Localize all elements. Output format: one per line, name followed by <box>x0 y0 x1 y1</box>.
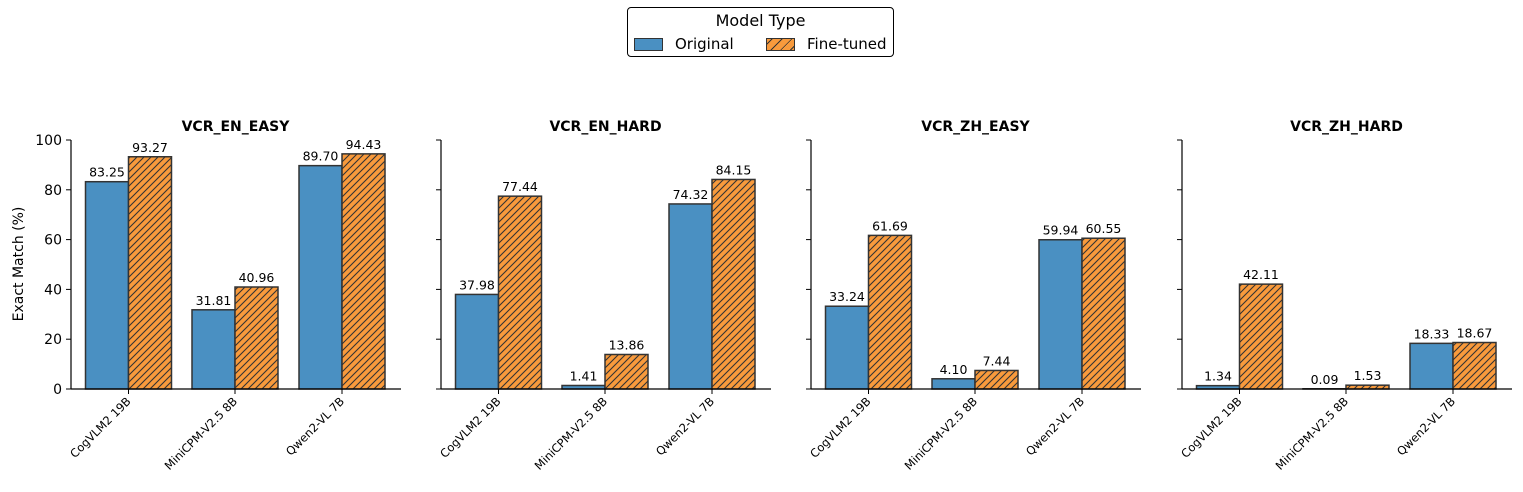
panel-4-label-finetuned-2: 1.53 <box>1354 368 1382 383</box>
legend-title: Model Type <box>715 11 806 30</box>
panel-3-bar-finetuned-3 <box>1081 237 1126 390</box>
panel-2-xtick-label-2: MiniCPM-V2.5 8B <box>532 394 611 473</box>
panel-1-bar-original-3 <box>298 164 343 390</box>
panel-1-bar-finetuned-3 <box>341 153 386 390</box>
panel-1-label-finetuned-3: 94.43 <box>346 137 382 152</box>
panel-3-bar-original-3 <box>1038 238 1083 390</box>
ytick-label-100: 100 <box>35 133 62 149</box>
panel-4-label-original-3: 18.33 <box>1414 326 1450 341</box>
panel-4-label-original-1: 1.34 <box>1204 369 1232 384</box>
panel-2-label-original-1: 37.98 <box>459 277 495 292</box>
panel-1-label-original-3: 89.70 <box>303 149 339 164</box>
panel-2-label-finetuned-3: 84.15 <box>716 162 752 177</box>
panel-4-bar-original-3 <box>1409 342 1454 390</box>
panel-4-title: VCR_ZH_HARD <box>1290 119 1403 135</box>
panel-4-bar-finetuned-3 <box>1452 341 1497 390</box>
panel-4-xtick-label-3: Qwen2-VL 7B <box>1394 394 1458 458</box>
panel-3-label-finetuned-1: 61.69 <box>872 218 908 233</box>
ytick-label-0: 0 <box>53 382 62 398</box>
panel-3-bar-finetuned-2 <box>974 369 1019 390</box>
panel-3-label-original-2: 4.10 <box>940 362 968 377</box>
panel-2-xtick-label-3: Qwen2-VL 7B <box>653 394 717 458</box>
panel-3-label-finetuned-2: 7.44 <box>983 353 1011 368</box>
y-axis-label: Exact Match (%) <box>11 207 27 322</box>
panel-3-bar-finetuned-1 <box>867 234 913 390</box>
panel-2-label-finetuned-1: 77.44 <box>502 179 538 194</box>
legend: Model Type Original Fine-tuned <box>627 7 894 57</box>
panel-3-label-finetuned-3: 60.55 <box>1086 221 1122 236</box>
ytick-label-40: 40 <box>44 282 62 298</box>
panel-3-label-original-1: 33.24 <box>829 289 865 304</box>
panel-1-xtick-label-2: MiniCPM-V2.5 8B <box>162 394 241 473</box>
panel-4-xtick-label-2: MiniCPM-V2.5 8B <box>1273 394 1352 473</box>
panel-2-title: VCR_EN_HARD <box>549 119 661 135</box>
panel-4-bar-finetuned-1 <box>1238 283 1284 390</box>
panel-1-label-finetuned-1: 93.27 <box>132 140 168 155</box>
panel-2-label-finetuned-2: 13.86 <box>609 337 645 352</box>
panel-1-xtick-label-1: CogVLM2 19B <box>67 394 134 461</box>
panel-1-bar-finetuned-1 <box>127 156 173 390</box>
panel-2-bar-finetuned-2 <box>604 353 649 390</box>
panel-1-label-original-2: 31.81 <box>196 293 232 308</box>
legend-item-original: Original <box>634 35 734 53</box>
legend-swatch-original <box>634 37 663 51</box>
panel-3-bar-original-2 <box>931 378 976 390</box>
panel-2-xtick-label-1: CogVLM2 19B <box>437 394 504 461</box>
panel-4-label-finetuned-1: 42.11 <box>1243 267 1279 282</box>
panel-1-xtick-label-3: Qwen2-VL 7B <box>283 394 347 458</box>
panel-2-label-original-3: 74.32 <box>673 187 709 202</box>
panel-2-bar-original-1 <box>454 293 500 390</box>
panel-4-label-original-2: 0.09 <box>1311 372 1339 387</box>
ytick-label-60: 60 <box>44 233 62 249</box>
panel-4-label-finetuned-3: 18.67 <box>1457 326 1493 341</box>
legend-label-finetuned: Fine-tuned <box>807 35 887 53</box>
legend-label-original: Original <box>675 35 734 53</box>
panel-1-bar-finetuned-2 <box>234 286 279 390</box>
legend-item-finetuned: Fine-tuned <box>766 35 887 53</box>
panel-1-bar-original-2 <box>191 309 236 390</box>
legend-swatch-finetuned <box>766 37 795 51</box>
panel-2-bar-original-3 <box>668 203 713 390</box>
ytick-label-80: 80 <box>44 183 62 199</box>
panel-3-xtick-label-1: CogVLM2 19B <box>807 394 874 461</box>
panel-1-label-original-1: 83.25 <box>89 165 125 180</box>
panel-3-xtick-label-3: Qwen2-VL 7B <box>1023 394 1087 458</box>
panel-3-bar-original-1 <box>824 305 870 390</box>
panel-4-xtick-label-1: CogVLM2 19B <box>1178 394 1245 461</box>
panel-3-xtick-label-2: MiniCPM-V2.5 8B <box>902 394 981 473</box>
panel-1-bar-original-1 <box>84 180 130 390</box>
panel-3-title: VCR_ZH_EASY <box>921 119 1030 135</box>
panel-3-label-original-3: 59.94 <box>1043 223 1079 238</box>
panel-2-bar-finetuned-3 <box>711 178 756 390</box>
panel-2-bar-finetuned-1 <box>497 195 543 390</box>
ytick-label-20: 20 <box>44 332 62 348</box>
panel-2-label-original-2: 1.41 <box>570 368 598 383</box>
panel-1-title: VCR_EN_EASY <box>182 119 291 135</box>
panel-1-label-finetuned-2: 40.96 <box>239 270 275 285</box>
